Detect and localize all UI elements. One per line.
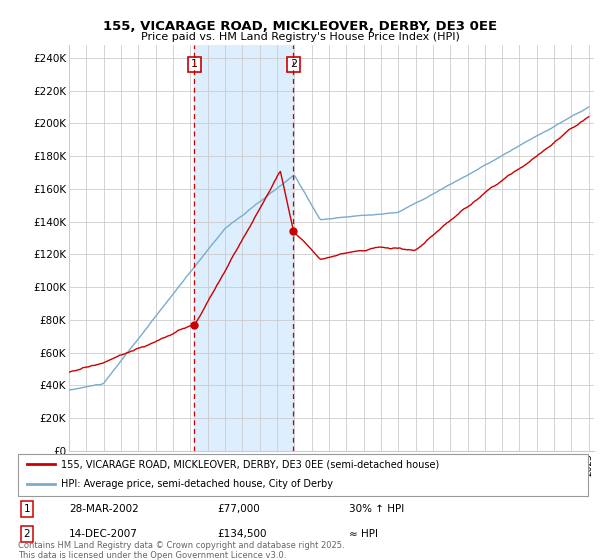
- Text: Contains HM Land Registry data © Crown copyright and database right 2025.
This d: Contains HM Land Registry data © Crown c…: [18, 540, 344, 560]
- Text: 1: 1: [191, 59, 198, 69]
- Text: Price paid vs. HM Land Registry's House Price Index (HPI): Price paid vs. HM Land Registry's House …: [140, 32, 460, 43]
- Text: £134,500: £134,500: [218, 529, 267, 539]
- Text: 2: 2: [24, 529, 31, 539]
- Text: ≈ HPI: ≈ HPI: [349, 529, 377, 539]
- Text: 2: 2: [290, 59, 297, 69]
- FancyBboxPatch shape: [18, 454, 588, 496]
- Text: 155, VICARAGE ROAD, MICKLEOVER, DERBY, DE3 0EE: 155, VICARAGE ROAD, MICKLEOVER, DERBY, D…: [103, 20, 497, 32]
- Text: 155, VICARAGE ROAD, MICKLEOVER, DERBY, DE3 0EE (semi-detached house): 155, VICARAGE ROAD, MICKLEOVER, DERBY, D…: [61, 459, 439, 469]
- Text: HPI: Average price, semi-detached house, City of Derby: HPI: Average price, semi-detached house,…: [61, 479, 333, 489]
- Text: 30% ↑ HPI: 30% ↑ HPI: [349, 504, 404, 514]
- Bar: [194, 45, 293, 451]
- Text: £77,000: £77,000: [218, 504, 260, 514]
- Text: 1: 1: [24, 504, 31, 514]
- Text: 14-DEC-2007: 14-DEC-2007: [70, 529, 138, 539]
- Text: 28-MAR-2002: 28-MAR-2002: [70, 504, 139, 514]
